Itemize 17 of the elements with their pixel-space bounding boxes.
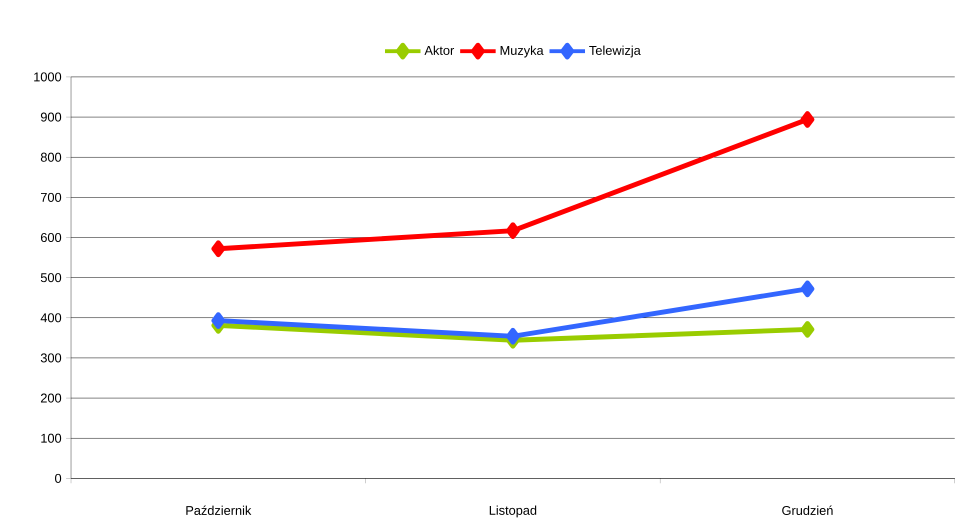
y-tick-label: 600 [40, 233, 62, 242]
legend-label: Muzyka [500, 46, 544, 58]
y-tick-label: 800 [40, 152, 62, 162]
y-tick-label: 200 [40, 394, 62, 403]
y-tick-label: 400 [40, 313, 62, 322]
x-tick-label: Październik [186, 506, 252, 516]
y-tick-label: 900 [40, 112, 62, 122]
y-tick-label: 0 [55, 474, 62, 484]
legend-label: Aktor [424, 46, 454, 56]
y-tick-label: 500 [40, 273, 62, 282]
y-tick-label: 1000 [34, 72, 62, 82]
y-tick-label: 700 [40, 193, 62, 202]
y-tick-label: 300 [40, 354, 62, 363]
x-tick-label: Grudzień [782, 506, 833, 516]
legend-label: Telewizja [589, 46, 641, 58]
x-tick-label: Listopad [490, 506, 536, 518]
y-tick-label: 100 [41, 434, 62, 443]
